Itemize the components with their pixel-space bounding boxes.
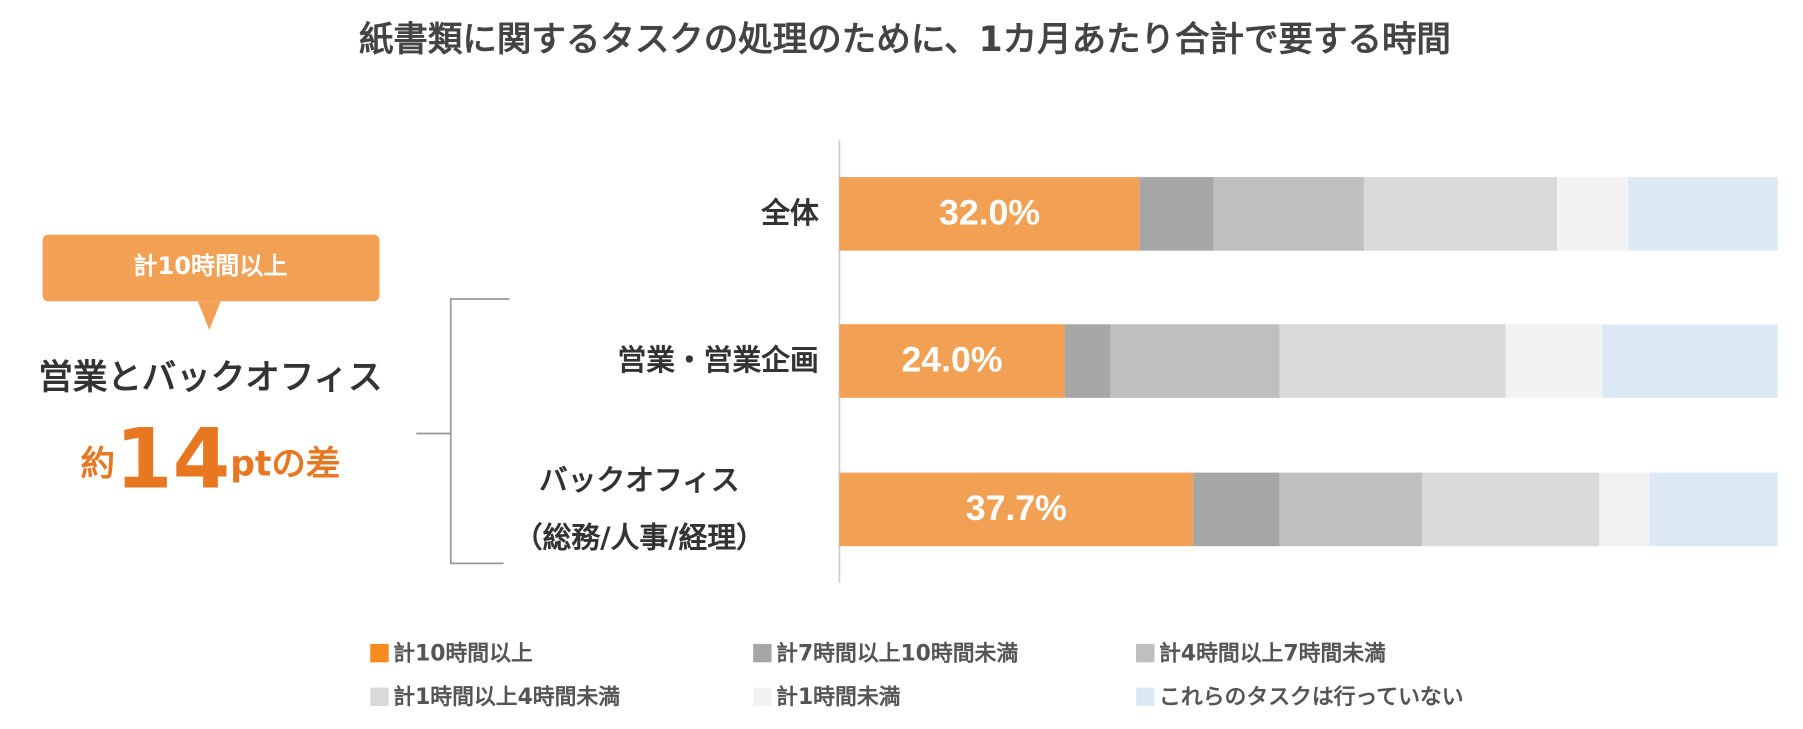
category-label: 全体 xyxy=(761,196,819,230)
callout-label: 計10時間以上 xyxy=(133,252,287,280)
annotation-subject: 営業とバックオフィス xyxy=(38,358,382,398)
legend-label: 計4時間以上7時間未満 xyxy=(1159,640,1386,666)
legend-swatch xyxy=(753,643,772,663)
bar-segment xyxy=(1557,177,1629,251)
bar-segment xyxy=(1279,472,1423,547)
legend-swatch xyxy=(1136,687,1155,707)
bar-segment xyxy=(1628,177,1778,251)
bar-segment xyxy=(1599,472,1650,547)
callout xyxy=(42,234,380,331)
annotation-suffix: ptの差 xyxy=(230,444,340,484)
legend-swatch xyxy=(1136,643,1155,663)
bar-segment xyxy=(1602,324,1778,398)
legend-label: 計1時間以上4時間未満 xyxy=(393,684,620,710)
category-label: 営業・営業企画 xyxy=(617,343,819,378)
legend-label: 計1時間未満 xyxy=(776,684,901,710)
bar-segment xyxy=(1193,472,1280,547)
bar-segment xyxy=(839,472,1194,547)
value-label: 37.7% xyxy=(966,488,1067,528)
legend-swatch xyxy=(753,687,772,707)
legend-swatch xyxy=(370,643,389,663)
bracket xyxy=(416,298,510,565)
bar-segment xyxy=(1505,324,1603,398)
bar-segment xyxy=(1363,177,1558,251)
bar-segment xyxy=(1139,177,1214,251)
category-label: バックオフィス （総務/人事/経理） xyxy=(513,463,765,555)
bar-segment xyxy=(1422,472,1600,547)
value-label: 24.0% xyxy=(901,340,1002,380)
legend-label: 計10時間以上 xyxy=(393,640,533,666)
bar-segment xyxy=(1064,324,1111,398)
annotation-diff: 約14ptの差 xyxy=(81,411,341,508)
bar-segment xyxy=(1279,324,1506,398)
category-label-box: 営業・営業企画 xyxy=(617,343,819,378)
category-label-box: バックオフィス （総務/人事/経理） xyxy=(513,463,765,555)
annotation-number: 14 xyxy=(115,411,230,508)
value-label: 32.0% xyxy=(939,192,1040,232)
chart-title: 紙書類に関するタスクの処理のために、1カ月あたり合計で要する時間 xyxy=(359,20,1451,60)
bar-segment xyxy=(839,177,1140,251)
bar-segment xyxy=(1649,472,1778,547)
bar-segment xyxy=(1110,324,1280,398)
legend-swatch xyxy=(370,687,389,707)
bar-segment xyxy=(839,324,1065,398)
legend-label: これらのタスクは行っていない xyxy=(1159,684,1464,710)
category-label-box: 全体 xyxy=(761,196,819,230)
bar-segment xyxy=(1213,177,1364,251)
legend-label: 計7時間以上10時間未満 xyxy=(776,640,1018,666)
annotation-prefix: 約 xyxy=(81,444,116,484)
